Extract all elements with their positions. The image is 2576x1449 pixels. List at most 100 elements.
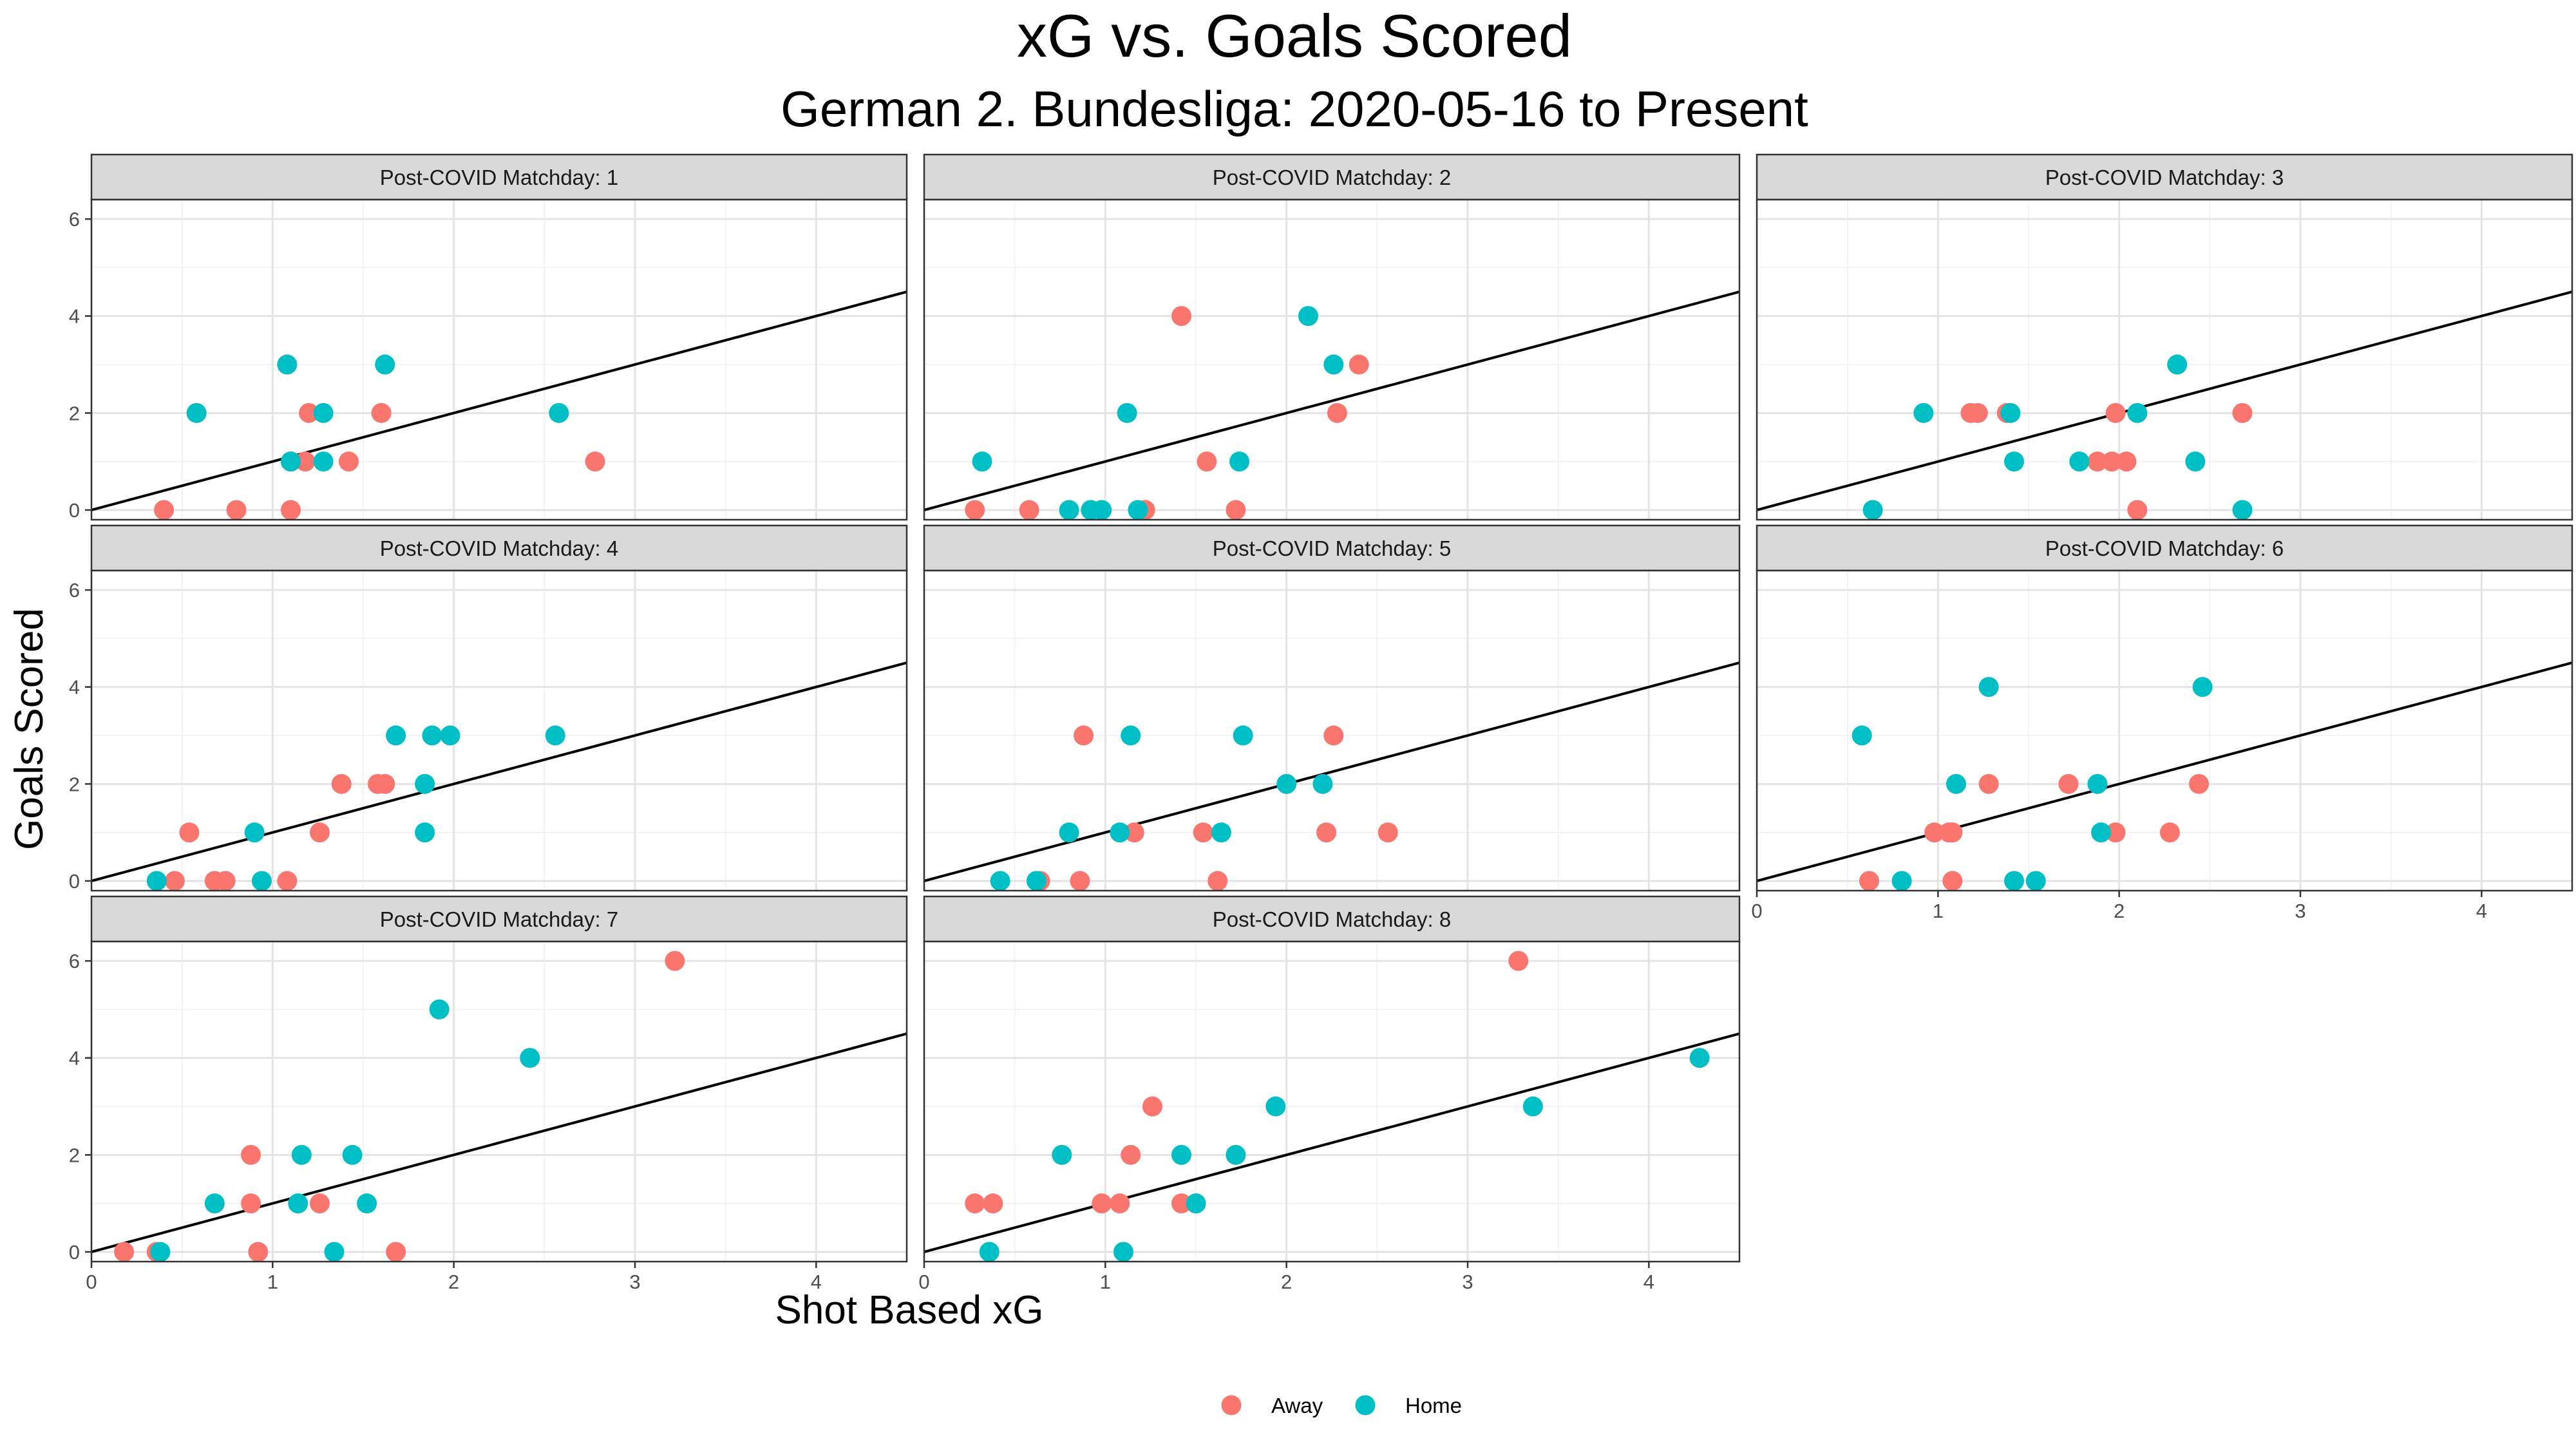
data-point-away — [241, 1193, 261, 1214]
panel-strip-label: Post-COVID Matchday: 8 — [1213, 907, 1451, 931]
x-tick-label: 4 — [2476, 900, 2487, 922]
data-point-home — [1110, 822, 1130, 843]
data-point-home — [324, 1242, 345, 1262]
panel-plot-area — [91, 200, 907, 520]
data-point-home — [146, 871, 167, 891]
data-point-home — [415, 773, 435, 794]
x-tick-label: 0 — [918, 1271, 929, 1293]
panel-strip-label: Post-COVID Matchday: 2 — [1213, 166, 1451, 189]
y-tick-label: 6 — [69, 950, 80, 972]
data-point-away — [2159, 822, 2180, 843]
data-point-away — [1859, 871, 1879, 891]
data-point-away — [241, 1144, 261, 1165]
data-point-home — [2167, 354, 2188, 375]
y-tick-label: 4 — [69, 305, 80, 328]
legend-label: Away — [1271, 1394, 1323, 1417]
y-tick-label: 6 — [69, 579, 80, 601]
data-point-away — [154, 500, 175, 520]
data-point-home — [545, 725, 565, 746]
data-point-home — [2025, 871, 2046, 891]
data-point-away — [1171, 306, 1191, 327]
y-tick-label: 2 — [69, 773, 80, 795]
data-point-home — [251, 871, 272, 891]
y-tick-label: 4 — [69, 676, 80, 699]
data-point-home — [204, 1193, 225, 1214]
reference-line — [924, 1032, 1739, 1253]
data-point-away — [2116, 451, 2137, 472]
panel-strip — [90, 895, 908, 943]
panel-inner — [924, 200, 1739, 520]
data-point-home — [342, 1144, 363, 1165]
x-tick-label: 2 — [1281, 1271, 1292, 1293]
data-point-home — [186, 402, 207, 423]
panel-strip-label: Post-COVID Matchday: 6 — [2045, 536, 2284, 560]
y-tick-label: 4 — [69, 1047, 80, 1070]
data-point-away — [2105, 402, 2126, 423]
data-point-home — [1312, 773, 1333, 794]
data-point-home — [549, 402, 569, 423]
data-point-away — [2232, 402, 2253, 423]
data-point-home — [1186, 1193, 1206, 1214]
data-point-home — [429, 999, 450, 1019]
data-point-away — [1193, 822, 1213, 843]
data-point-away — [1226, 500, 1246, 520]
data-point-away — [983, 1193, 1003, 1214]
x-tick-label: 1 — [1100, 1271, 1111, 1293]
y-tick-label: 0 — [69, 870, 80, 893]
data-point-home — [1211, 822, 1231, 843]
data-point-home — [1128, 500, 1148, 520]
data-point-home — [1117, 402, 1137, 423]
data-point-away — [1092, 1193, 1112, 1214]
panel-inner — [1757, 200, 2572, 520]
chart-title: xG vs. Goals Scored — [1017, 2, 1572, 70]
legend-key — [1221, 1395, 1242, 1416]
data-point-home — [288, 1193, 308, 1214]
data-point-home — [277, 354, 298, 375]
panel: Post-COVID Matchday: 5 — [923, 524, 1741, 892]
panel-inner — [924, 942, 1739, 1262]
data-point-away — [371, 402, 392, 423]
data-point-away — [1978, 773, 1999, 794]
x-axis-title: Shot Based xG — [775, 1288, 1043, 1332]
data-point-away — [1070, 871, 1090, 891]
data-point-home — [2003, 451, 2024, 472]
data-point-home — [2192, 677, 2213, 697]
data-point-home — [1229, 451, 1250, 472]
panel-strip-label: Post-COVID Matchday: 3 — [2045, 166, 2284, 189]
data-point-away — [1942, 871, 1963, 891]
data-point-home — [313, 451, 334, 472]
data-point-home — [1026, 871, 1046, 891]
data-point-home — [1852, 725, 1872, 746]
panel: Post-COVID Matchday: 6 0 1 2 3 4 — [1751, 524, 2573, 922]
data-point-home — [2069, 451, 2090, 472]
data-point-home — [2087, 773, 2108, 794]
panel-plot-area — [924, 942, 1739, 1262]
data-point-away — [2188, 773, 2209, 794]
data-point-home — [1891, 871, 1912, 891]
data-point-away — [164, 871, 185, 891]
data-point-home — [1052, 1144, 1072, 1165]
data-point-home — [1113, 1242, 1133, 1262]
panel-border — [90, 198, 908, 521]
panel-plot-area — [1757, 571, 2572, 891]
data-point-home — [1978, 677, 1999, 697]
panel-strip — [1756, 524, 2573, 572]
data-point-home — [280, 451, 301, 472]
data-point-away — [1171, 1193, 1191, 1214]
panel-strip — [90, 524, 908, 572]
data-point-home — [313, 402, 334, 423]
panel-inner — [91, 200, 907, 520]
data-point-home — [2091, 822, 2112, 843]
panel: Post-COVID Matchday: 2 — [923, 153, 1741, 521]
data-point-away — [665, 951, 685, 971]
data-point-away — [1323, 725, 1344, 746]
data-point-home — [386, 725, 406, 746]
data-point-away — [1019, 500, 1039, 520]
panel: Post-COVID Matchday: 8 0 1 2 3 4 — [918, 895, 1741, 1293]
panel-inner — [91, 571, 907, 891]
data-point-away — [1124, 822, 1144, 843]
y-tick-label: 2 — [69, 1144, 80, 1166]
data-point-home — [1171, 1144, 1191, 1165]
data-point-home — [1265, 1096, 1286, 1117]
reference-line — [91, 1032, 907, 1253]
